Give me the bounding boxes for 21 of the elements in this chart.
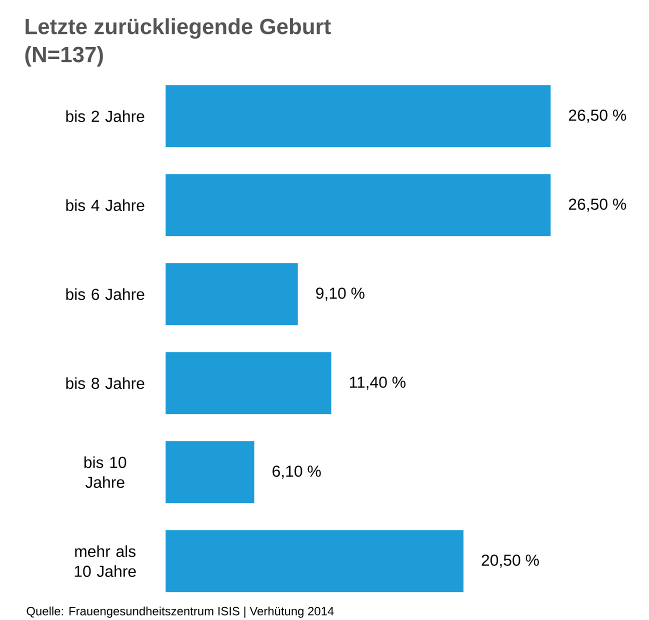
bar (166, 174, 551, 236)
data-label: 20,50 % (482, 554, 539, 568)
data-label: 26,50 % (568, 198, 626, 212)
chart-title: Letzte zurückliegende Geburt (26, 18, 331, 39)
data-label: 11,40 % (350, 376, 406, 390)
data-label: 6,10 % (272, 466, 321, 479)
bar (166, 85, 551, 148)
bar (166, 352, 332, 414)
y-tick-label: bis 2 Jahre (66, 110, 144, 122)
y-tick-label: bis 10 Jahre (84, 456, 126, 488)
data-label: 9,10 % (316, 288, 364, 301)
data-label: 26,50 % (568, 110, 626, 123)
y-tick-label: bis 8 Jahre (66, 377, 144, 389)
bar (166, 441, 254, 504)
chart-subtitle: (N=137) (25, 46, 103, 67)
source-note: Quelle: Frauengesundheitszentrum ISIS | Verhütung 2014 (26, 606, 334, 618)
y-tick-label: bis 6 Jahre (66, 288, 144, 300)
bar (166, 530, 464, 592)
y-tick-label: mehr als 10 Jahre (74, 545, 136, 577)
y-tick-label: bis 4 Jahre (66, 199, 144, 211)
bar (166, 263, 298, 326)
